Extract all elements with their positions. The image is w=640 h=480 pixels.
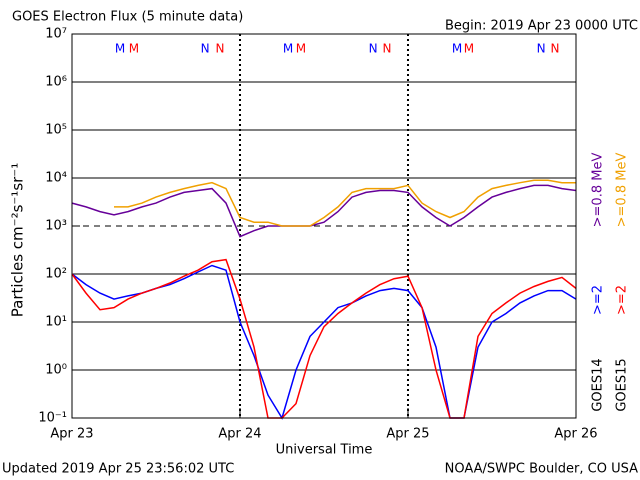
- y-tick-label: 10²: [45, 267, 67, 282]
- chart-subtitle: Begin: 2019 Apr 23 0000 UTC: [445, 19, 638, 34]
- y-tick-label: 10³: [45, 219, 67, 234]
- y-tick-label: 10⁷: [45, 27, 67, 42]
- orbit-marker: N: [201, 42, 210, 56]
- orbit-marker: M: [129, 42, 139, 56]
- x-tick-label: Apr 26: [554, 427, 597, 442]
- legend-group: GOES15: [615, 358, 630, 411]
- y-tick-label: 10⁶: [45, 75, 67, 90]
- series-line: [71, 184, 577, 238]
- orbit-marker: M: [296, 42, 306, 56]
- chart-title: GOES Electron Flux (5 minute data): [12, 10, 243, 25]
- y-tick-label: 10¹: [45, 315, 67, 330]
- legend-entry: >=0.8 MeV: [591, 153, 606, 228]
- legend-entry: >=2: [591, 285, 606, 315]
- orbit-marker: M: [464, 42, 474, 56]
- orbit-marker: N: [369, 42, 378, 56]
- legend-entry: >=2: [615, 285, 630, 315]
- series-line: [71, 258, 577, 419]
- x-tick-label: Apr 24: [218, 427, 261, 442]
- series-line: [114, 179, 576, 227]
- y-tick-label: 10⁵: [45, 123, 67, 138]
- plot-frame: [71, 33, 577, 419]
- orbit-marker: N: [537, 42, 546, 56]
- orbit-marker: N: [216, 42, 225, 56]
- footer-right: NOAA/SWPC Boulder, CO USA: [445, 462, 638, 477]
- y-tick-label: 10⁰: [45, 363, 67, 378]
- x-axis-label: Universal Time: [276, 443, 373, 458]
- y-tick-label: 10⁻¹: [38, 411, 67, 426]
- legend-group: GOES14: [591, 358, 606, 411]
- x-tick-label: Apr 23: [50, 427, 93, 442]
- orbit-marker: M: [115, 42, 125, 56]
- orbit-marker: M: [283, 42, 293, 56]
- orbit-marker: M: [452, 42, 462, 56]
- legend-entry: >=0.8 MeV: [615, 153, 630, 228]
- y-tick-label: 10⁴: [45, 171, 67, 186]
- orbit-marker: N: [551, 42, 560, 56]
- x-tick-label: Apr 25: [386, 427, 429, 442]
- footer-left: Updated 2019 Apr 25 23:56:02 UTC: [2, 462, 234, 477]
- y-axis-label: Particles cm⁻²s⁻¹sr⁻¹: [9, 163, 27, 317]
- orbit-marker: N: [383, 42, 392, 56]
